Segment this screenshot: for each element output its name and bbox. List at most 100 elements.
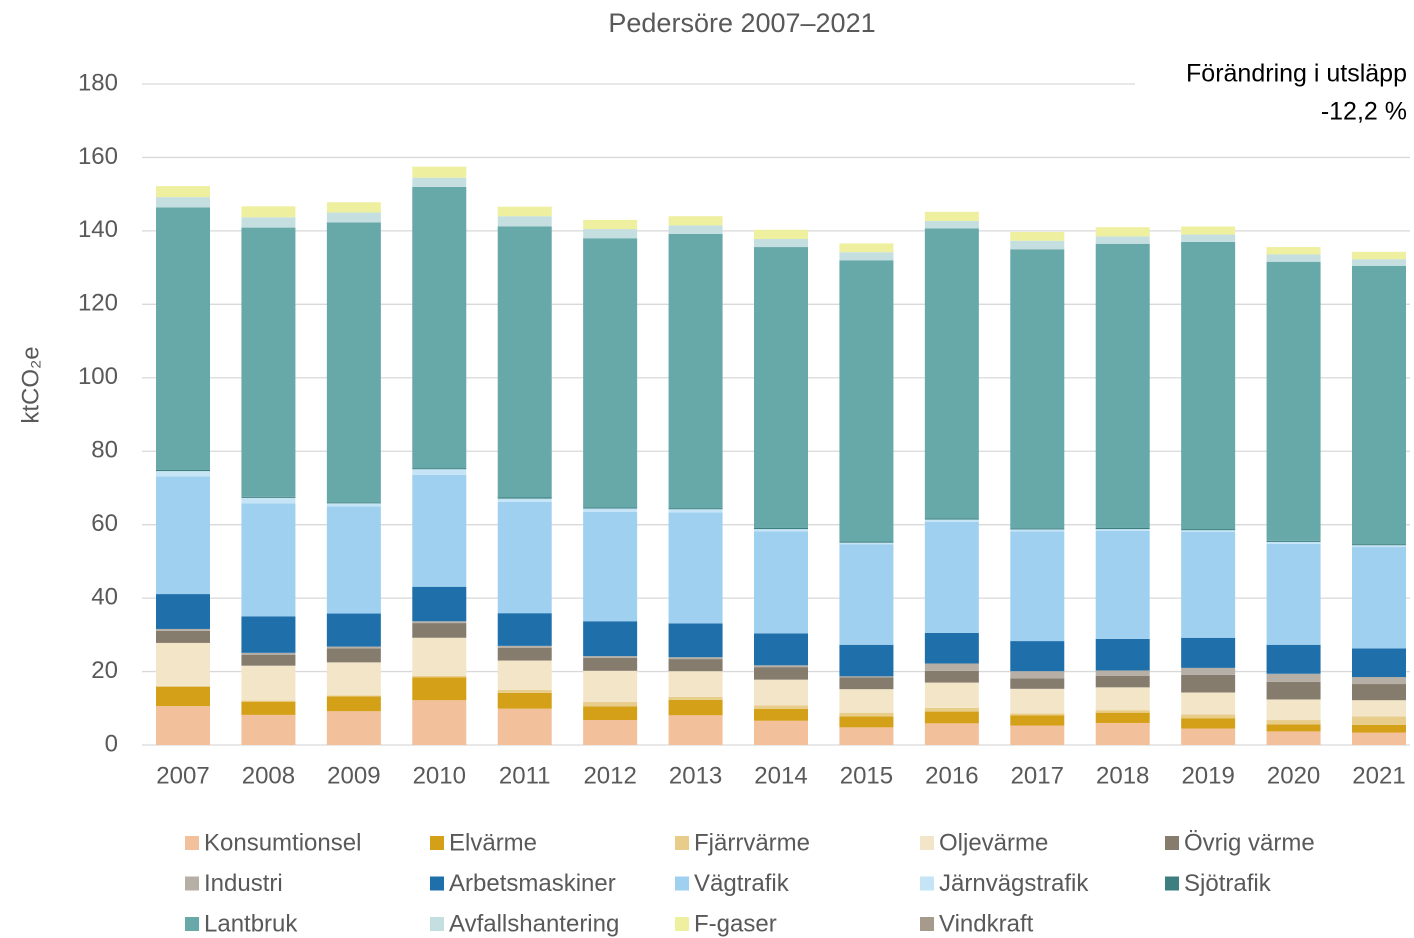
bar-segment xyxy=(1095,243,1150,528)
y-tick-label: 160 xyxy=(78,143,118,170)
legend-swatch xyxy=(430,917,444,931)
bar-segment xyxy=(156,207,210,470)
bar-segment xyxy=(412,468,467,470)
bar-segment xyxy=(583,657,638,671)
bar-segment xyxy=(754,238,808,248)
bar-segment xyxy=(583,229,638,239)
bar-segment xyxy=(156,197,210,208)
bar-segment xyxy=(412,166,467,178)
bar-segment xyxy=(1266,720,1321,725)
y-tick-label: 100 xyxy=(78,363,118,390)
bar-segment xyxy=(754,527,808,530)
bar-segment xyxy=(241,652,296,655)
bar-segment xyxy=(1010,715,1065,726)
bar-segment xyxy=(1095,529,1150,531)
bar-segment xyxy=(668,659,723,672)
bar-segment xyxy=(497,689,552,693)
bar-segment xyxy=(1352,732,1406,745)
bar-segment xyxy=(156,685,210,687)
annotation: -12,2 % xyxy=(1321,98,1407,126)
bar-segment xyxy=(1181,718,1236,729)
bar-segment xyxy=(497,692,552,709)
bar-segment xyxy=(1010,671,1065,679)
bar-segment xyxy=(1095,712,1150,723)
bar-segment xyxy=(412,637,467,676)
bar-segment xyxy=(1352,265,1406,545)
bar-segment xyxy=(412,700,467,745)
bar-segment xyxy=(754,720,808,745)
y-tick-label: 0 xyxy=(105,730,118,757)
bar-segment xyxy=(924,518,979,520)
bar-segment xyxy=(1352,677,1406,685)
bar-segment xyxy=(412,186,467,469)
bar-segment xyxy=(241,616,296,653)
y-axis-label: ktCO₂e xyxy=(17,346,44,423)
bar-segment xyxy=(1266,254,1321,262)
bar-segment xyxy=(668,696,723,700)
legend-swatch xyxy=(430,876,444,891)
bar-segment xyxy=(156,476,210,595)
bar-segment xyxy=(241,227,296,497)
legend-label: Vägtrafik xyxy=(694,870,790,897)
x-tick-label: 2013 xyxy=(669,762,722,789)
bar-segment xyxy=(754,709,808,721)
bar-segment xyxy=(1352,684,1406,701)
bar-segment xyxy=(241,496,296,498)
bar-segment xyxy=(754,633,808,666)
bar-segment xyxy=(241,700,296,702)
bar-segment xyxy=(583,702,638,707)
legend-label: Konsumtionsel xyxy=(204,829,361,856)
bar-segment xyxy=(497,226,552,498)
bar-segment xyxy=(754,705,808,710)
legend-label: Elvärme xyxy=(449,829,537,856)
bar-segment xyxy=(1010,528,1065,530)
bar-segment xyxy=(412,623,467,638)
x-tick-label: 2019 xyxy=(1181,762,1234,789)
bar-segment xyxy=(1352,259,1406,266)
bar-segment xyxy=(1181,241,1236,530)
bar-segment xyxy=(839,260,894,542)
bar-segment xyxy=(924,670,979,683)
bar-segment xyxy=(412,177,467,187)
y-tick-label: 20 xyxy=(91,657,118,684)
bar-segment xyxy=(1181,532,1236,638)
bar-segment xyxy=(497,497,552,499)
bar-segment xyxy=(924,632,979,664)
x-tick-label: 2012 xyxy=(583,762,636,789)
bar-segment xyxy=(668,657,723,660)
bar-segment xyxy=(1010,240,1065,250)
legend-swatch xyxy=(185,836,199,850)
legend-swatch xyxy=(675,917,689,931)
bar-segment xyxy=(1010,678,1065,689)
legend-swatch xyxy=(675,876,689,891)
x-tick-label: 2021 xyxy=(1352,762,1405,789)
bar-segment xyxy=(839,544,894,645)
bar-segment xyxy=(326,711,381,745)
bar-segment xyxy=(839,644,894,677)
bar-segment xyxy=(326,502,381,504)
bar-segment xyxy=(156,706,210,745)
bar-segment xyxy=(583,219,638,230)
bar-segment xyxy=(1095,675,1150,688)
bar-segment xyxy=(326,202,381,213)
bar-segment xyxy=(241,503,296,617)
bar-segment xyxy=(583,507,638,509)
bar-segment xyxy=(156,469,210,472)
legend-swatch xyxy=(185,876,199,891)
bar-segment xyxy=(754,679,808,706)
bar-segment xyxy=(156,686,210,707)
bar-segment xyxy=(1266,540,1321,542)
bar-segment xyxy=(412,621,467,624)
bar-segment xyxy=(668,623,723,658)
chart-title: Pedersöre 2007–2021 xyxy=(608,8,875,38)
bar-segment xyxy=(1266,681,1321,700)
legend-label: Övrig värme xyxy=(1184,829,1315,856)
x-tick-label: 2007 xyxy=(156,762,209,789)
x-tick-label: 2015 xyxy=(840,762,893,789)
bar-segment xyxy=(1095,236,1150,244)
bar-segment xyxy=(1266,543,1321,645)
bar-segment xyxy=(839,712,894,717)
annotation: Förändring i utsläpp xyxy=(1186,60,1407,88)
bar-segment xyxy=(1266,261,1321,541)
bar-segment xyxy=(924,521,979,633)
